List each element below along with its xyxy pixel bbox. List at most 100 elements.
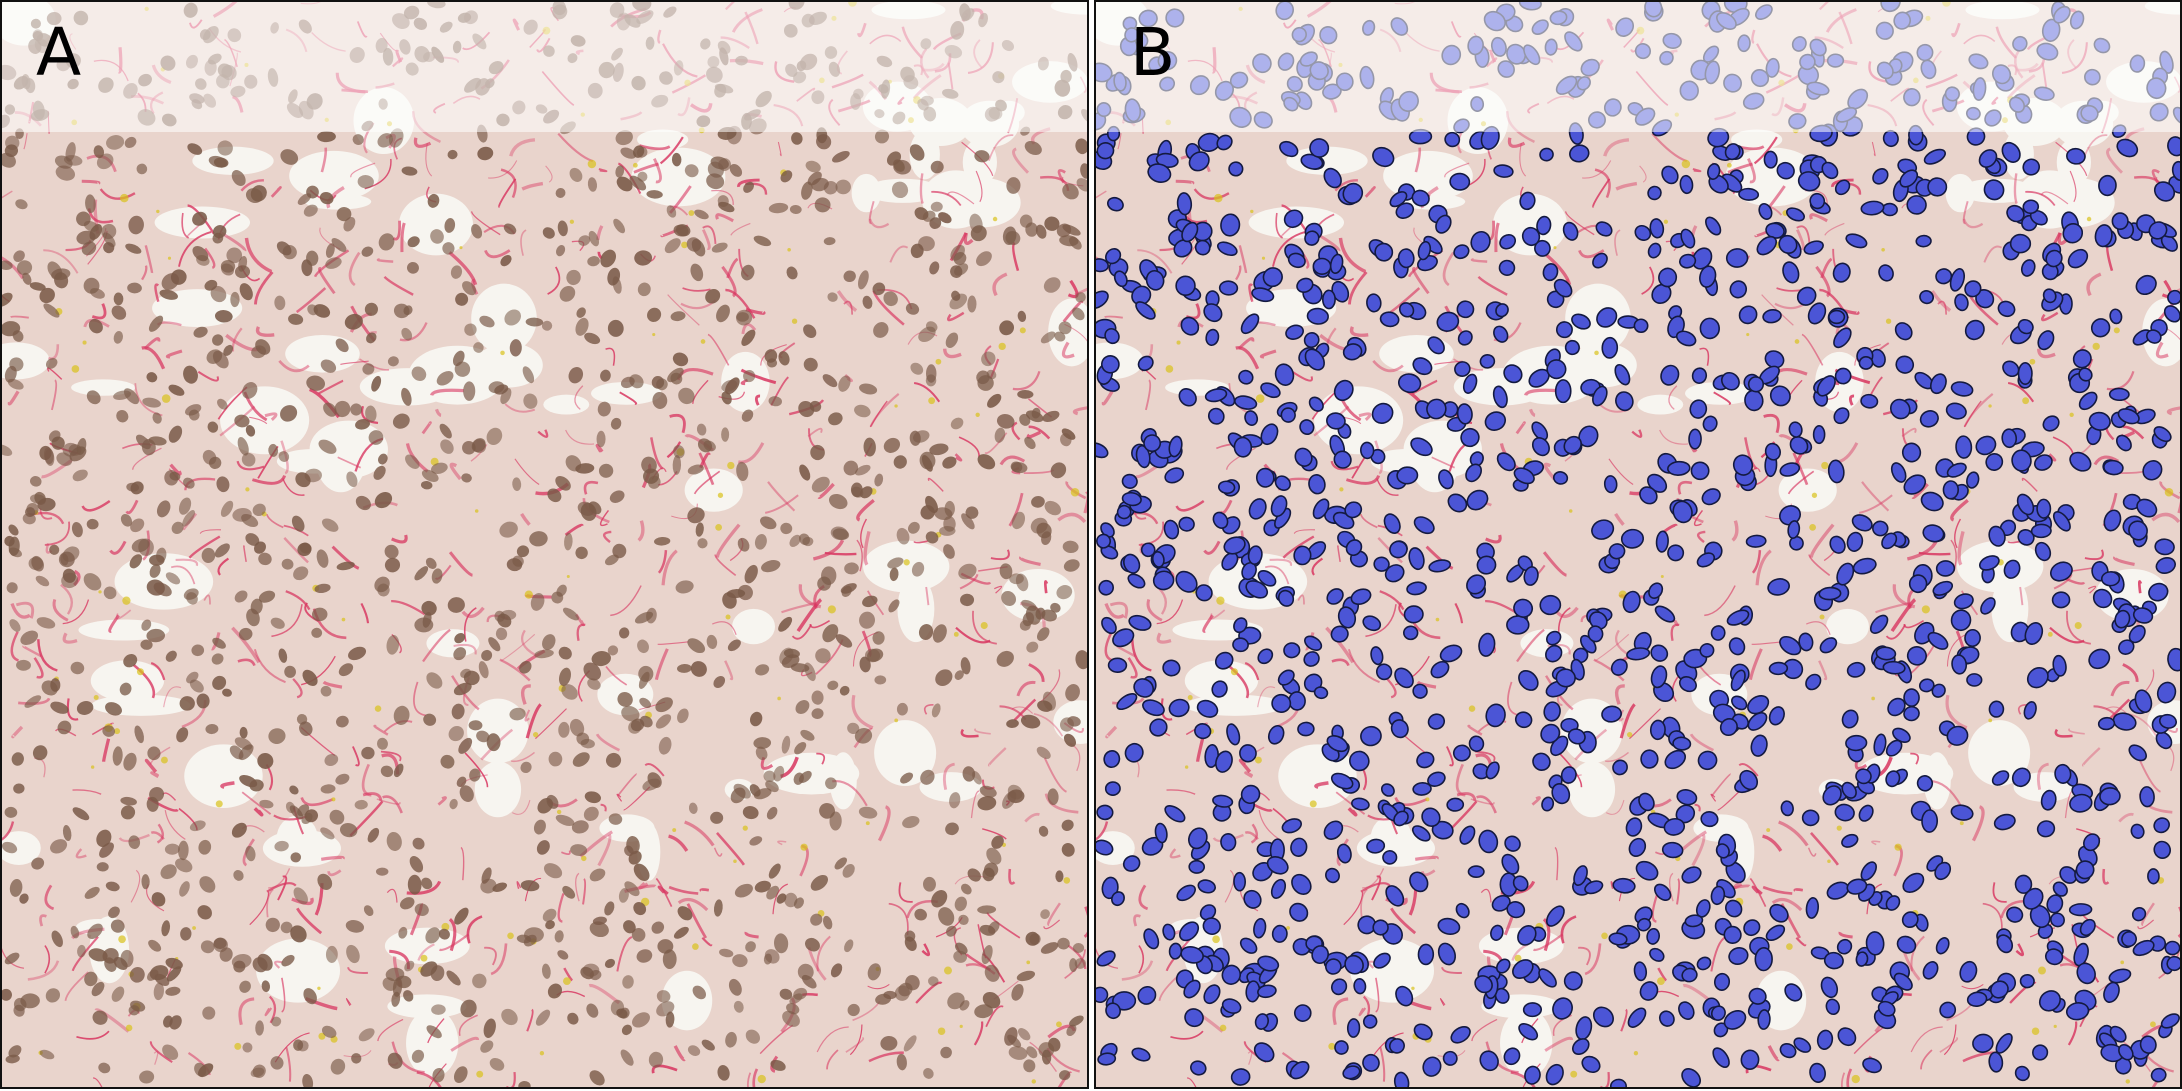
cell-nucleus	[609, 490, 625, 503]
cell-nucleus	[859, 656, 871, 673]
cell-nucleus	[180, 927, 192, 941]
pigment-speck	[556, 809, 562, 815]
collagen-fiber	[2019, 586, 2024, 606]
cell-nucleus	[371, 375, 382, 392]
collagen-fiber	[1670, 623, 1680, 641]
cell-nucleus	[329, 809, 345, 825]
collagen-fiber	[1545, 675, 1574, 711]
cell-nucleus	[923, 1068, 934, 1079]
collagen-fiber	[1033, 713, 1064, 737]
cell-nucleus	[944, 500, 955, 517]
collagen-fiber	[270, 186, 282, 198]
cell-nucleus	[141, 438, 156, 456]
cell-nucleus	[840, 583, 857, 594]
cell-nucleus	[911, 561, 925, 577]
collagen-fiber	[851, 694, 874, 730]
cell-nucleus	[199, 876, 216, 893]
collagen-fiber	[439, 933, 470, 952]
cell-nucleus	[745, 1029, 760, 1044]
cell-nucleus	[677, 708, 689, 724]
cell-nucleus	[217, 398, 228, 410]
cell-nucleus	[252, 957, 268, 973]
cell-nucleus	[317, 131, 336, 143]
collagen-fiber	[373, 724, 389, 736]
collagen-fiber	[1485, 534, 1502, 544]
cell-nucleus	[96, 862, 109, 872]
cell-nucleus	[907, 521, 920, 534]
pigment-speck	[1063, 877, 1071, 884]
cell-nucleus	[938, 907, 955, 926]
pigment-speck	[318, 1032, 326, 1040]
collagen-fiber	[109, 540, 127, 555]
collagen-fiber	[602, 530, 612, 543]
pigment-speck	[2092, 342, 2100, 351]
nucleus-segmentation-mask	[2139, 786, 2155, 808]
nucleus-segmentation-mask	[1519, 191, 1536, 211]
collagen-fiber	[1480, 888, 1492, 903]
cell-nucleus	[463, 670, 480, 686]
collagen-fiber	[76, 1030, 110, 1040]
collagen-fiber	[2141, 902, 2155, 926]
cell-nucleus	[231, 170, 246, 187]
cell-nucleus	[320, 685, 332, 697]
cell-nucleus	[692, 985, 706, 1000]
nucleus-segmentation-mask	[1506, 615, 1530, 635]
cell-nucleus	[178, 840, 189, 861]
collagen-fiber	[50, 379, 58, 411]
cell-nucleus	[71, 521, 83, 538]
cell-nucleus	[164, 470, 179, 486]
pigment-speck	[733, 859, 737, 864]
collagen-fiber	[1062, 300, 1084, 323]
cell-nucleus	[503, 223, 517, 235]
pigment-speck	[1286, 926, 1290, 930]
cell-nucleus	[271, 1016, 282, 1027]
cell-nucleus	[268, 443, 279, 457]
cell-nucleus	[1061, 428, 1076, 440]
cell-nucleus	[909, 430, 921, 446]
collagen-fiber	[1762, 885, 1793, 895]
collagen-fiber	[199, 529, 222, 534]
cell-nucleus	[999, 563, 1013, 580]
cell-nucleus	[828, 412, 843, 426]
cell-nucleus	[338, 663, 354, 677]
cell-nucleus	[85, 194, 96, 214]
collagen-fiber	[701, 936, 713, 947]
collagen-fiber	[301, 655, 336, 686]
cell-nucleus	[576, 307, 586, 318]
cell-nucleus	[93, 145, 105, 159]
cell-nucleus	[162, 1044, 179, 1060]
collagen-fiber	[1043, 580, 1049, 594]
cell-nucleus	[197, 905, 212, 920]
pigment-speck	[1681, 159, 1691, 169]
cell-nucleus	[774, 933, 789, 954]
cell-nucleus	[646, 190, 663, 199]
pigment-speck	[1657, 977, 1665, 986]
cell-nucleus	[584, 332, 601, 345]
collagen-fiber	[716, 832, 746, 866]
collagen-fiber	[868, 218, 890, 229]
cell-nucleus	[220, 500, 234, 517]
collagen-fiber	[959, 573, 979, 590]
collagen-fiber	[1337, 545, 1341, 563]
collagen-fiber	[1238, 337, 1255, 350]
cell-nucleus	[13, 783, 25, 794]
cell-nucleus	[880, 1035, 898, 1051]
cell-nucleus	[970, 225, 987, 242]
collagen-fiber	[243, 545, 247, 563]
pigment-speck	[2047, 631, 2053, 637]
nucleus-segmentation-mask	[1428, 559, 1452, 573]
pigment-speck	[1871, 696, 1875, 701]
collagen-fiber	[1026, 430, 1042, 439]
cell-nucleus	[187, 143, 203, 155]
collagen-fiber	[2137, 757, 2161, 793]
collagen-fiber	[1806, 621, 1831, 636]
pigment-speck	[700, 339, 706, 344]
cell-nucleus	[810, 874, 829, 891]
collagen-fiber	[2102, 868, 2110, 885]
cell-nucleus	[633, 145, 645, 158]
collagen-fiber	[1763, 413, 1780, 434]
cell-nucleus	[1024, 140, 1042, 156]
cell-nucleus	[706, 634, 718, 650]
collagen-fiber	[81, 499, 111, 512]
cell-nucleus	[673, 445, 685, 459]
